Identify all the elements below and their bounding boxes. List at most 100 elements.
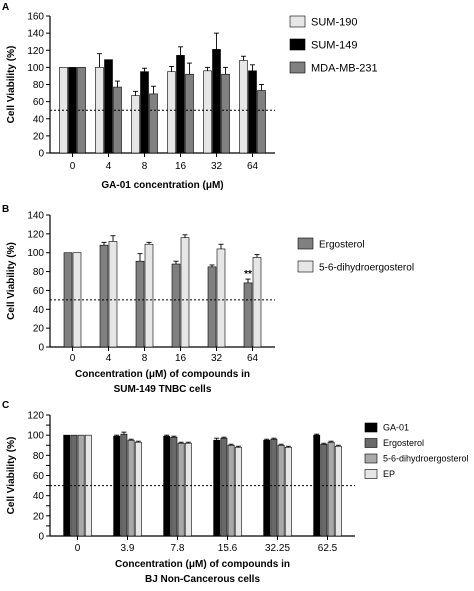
x-tick-label: 7.8 xyxy=(171,543,185,554)
x-tick-label: 64 xyxy=(247,161,259,172)
bar xyxy=(207,266,217,348)
y-tick-label: 100 xyxy=(27,63,44,74)
y-tick-label: 0 xyxy=(38,532,44,543)
x-tick-label: 4 xyxy=(106,353,112,364)
y-tick-label: 80 xyxy=(33,451,45,462)
bar xyxy=(334,445,342,537)
y-tick-label: 80 xyxy=(33,80,45,91)
x-tick-label: 62.5 xyxy=(318,543,338,554)
legend-swatch xyxy=(364,469,378,479)
y-tick-label: 140 xyxy=(27,211,44,222)
bar xyxy=(220,437,228,537)
bar xyxy=(180,237,190,348)
bar xyxy=(248,70,257,154)
bar xyxy=(212,49,221,154)
bar xyxy=(216,248,226,348)
legend-label: EP xyxy=(383,469,395,479)
legend-label: SUM-149 xyxy=(311,40,357,52)
y-axis-label: Cell Viability (%) xyxy=(6,46,17,124)
legend-label: 5-6-dihydroergosterol xyxy=(383,454,469,464)
legend-label: 5-6-dihydroergosterol xyxy=(319,263,414,274)
y-tick-label: 0 xyxy=(38,149,44,160)
x-tick-label: 32.25 xyxy=(265,543,290,554)
bar xyxy=(239,60,248,154)
chart-panel-a: 0 20 40 60 80 100 120 140 160 Cell Viability (%) 0… xyxy=(6,12,378,192)
y-tick-label: 120 xyxy=(27,411,44,422)
legend-swatch xyxy=(297,237,314,250)
bar xyxy=(127,439,135,537)
x-tick-label: 32 xyxy=(211,161,223,172)
bar xyxy=(327,441,335,537)
x-axis-label: GA-01 concentration (μM) xyxy=(101,180,223,191)
bar xyxy=(68,67,77,154)
chart-panel-b: 0 20 40 60 80 100 120 140 Cell Viability (%) 0 4 8 1… xyxy=(6,211,414,396)
y-tick-label: 60 xyxy=(33,471,45,482)
y-tick-label: 40 xyxy=(33,114,45,125)
bar xyxy=(131,95,140,154)
legend-label: Ergosterol xyxy=(319,240,365,251)
panel-label-a: A xyxy=(2,2,9,13)
y-tick-label: 100 xyxy=(27,248,44,259)
bar xyxy=(252,257,262,348)
y-tick-label: 60 xyxy=(33,286,45,297)
panel-label-c: C xyxy=(2,400,9,411)
bar xyxy=(149,93,158,154)
x-tick-label: 0 xyxy=(70,353,76,364)
legend-swatch xyxy=(289,38,306,51)
bar xyxy=(167,71,176,154)
y-tick-label: 80 xyxy=(33,267,45,278)
bar xyxy=(120,433,128,537)
y-axis-label: Cell Viability (%) xyxy=(6,437,17,515)
x-tick-label: 4 xyxy=(106,161,112,172)
y-tick-label: 0 xyxy=(38,343,44,354)
bar xyxy=(184,442,192,537)
bar xyxy=(277,444,285,537)
bar xyxy=(234,446,242,537)
x-tick-label: 8 xyxy=(142,161,148,172)
x-tick-label: 16 xyxy=(175,353,187,364)
x-tick-label: 64 xyxy=(247,353,259,364)
x-axis-label: Concentration (μM) of compounds in xyxy=(75,369,250,380)
x-axis-label-line2: BJ Non-Cancerous cells xyxy=(145,574,260,585)
bar xyxy=(171,263,181,348)
x-tick-label: 8 xyxy=(142,353,148,364)
y-tick-label: 160 xyxy=(27,12,44,23)
bar xyxy=(284,446,292,537)
panel-label-b: B xyxy=(2,204,9,215)
legend-label: Ergosterol xyxy=(383,438,424,448)
bar xyxy=(176,55,185,154)
bar xyxy=(99,244,109,348)
y-tick-label: 20 xyxy=(33,324,45,335)
y-tick-label: 100 xyxy=(27,431,44,442)
significance-annotation: ** xyxy=(244,269,252,280)
legend-swatch xyxy=(289,15,306,28)
bar xyxy=(72,252,82,348)
bar xyxy=(257,90,266,154)
bar xyxy=(213,439,221,537)
bar xyxy=(140,71,149,154)
y-tick-label: 40 xyxy=(33,305,45,316)
bar xyxy=(221,73,230,154)
legend-swatch xyxy=(364,438,378,448)
bar xyxy=(113,86,122,154)
y-axis-label: Cell Viability (%) xyxy=(6,242,17,320)
bar xyxy=(77,67,86,154)
bar xyxy=(243,282,253,348)
y-tick-label: 120 xyxy=(27,229,44,240)
y-tick-label: 140 xyxy=(27,29,44,40)
legend-label: MDA-MB-231 xyxy=(311,63,378,75)
y-tick-label: 40 xyxy=(33,491,45,502)
bar xyxy=(104,59,113,154)
bar xyxy=(177,442,185,537)
bar xyxy=(203,70,212,154)
legend-swatch xyxy=(289,61,306,74)
chart-panel-c: 0 20 40 60 80 100 120 Cell Viability (%) 0 3.9 7.8… xyxy=(6,411,469,586)
bar xyxy=(134,441,142,537)
y-tick-label: 60 xyxy=(33,97,45,108)
bar xyxy=(144,243,154,348)
bar xyxy=(263,439,271,537)
legend-swatch xyxy=(297,260,314,273)
y-tick-label: 20 xyxy=(33,511,45,522)
bar xyxy=(227,444,235,537)
x-tick-label: 0 xyxy=(75,543,81,554)
